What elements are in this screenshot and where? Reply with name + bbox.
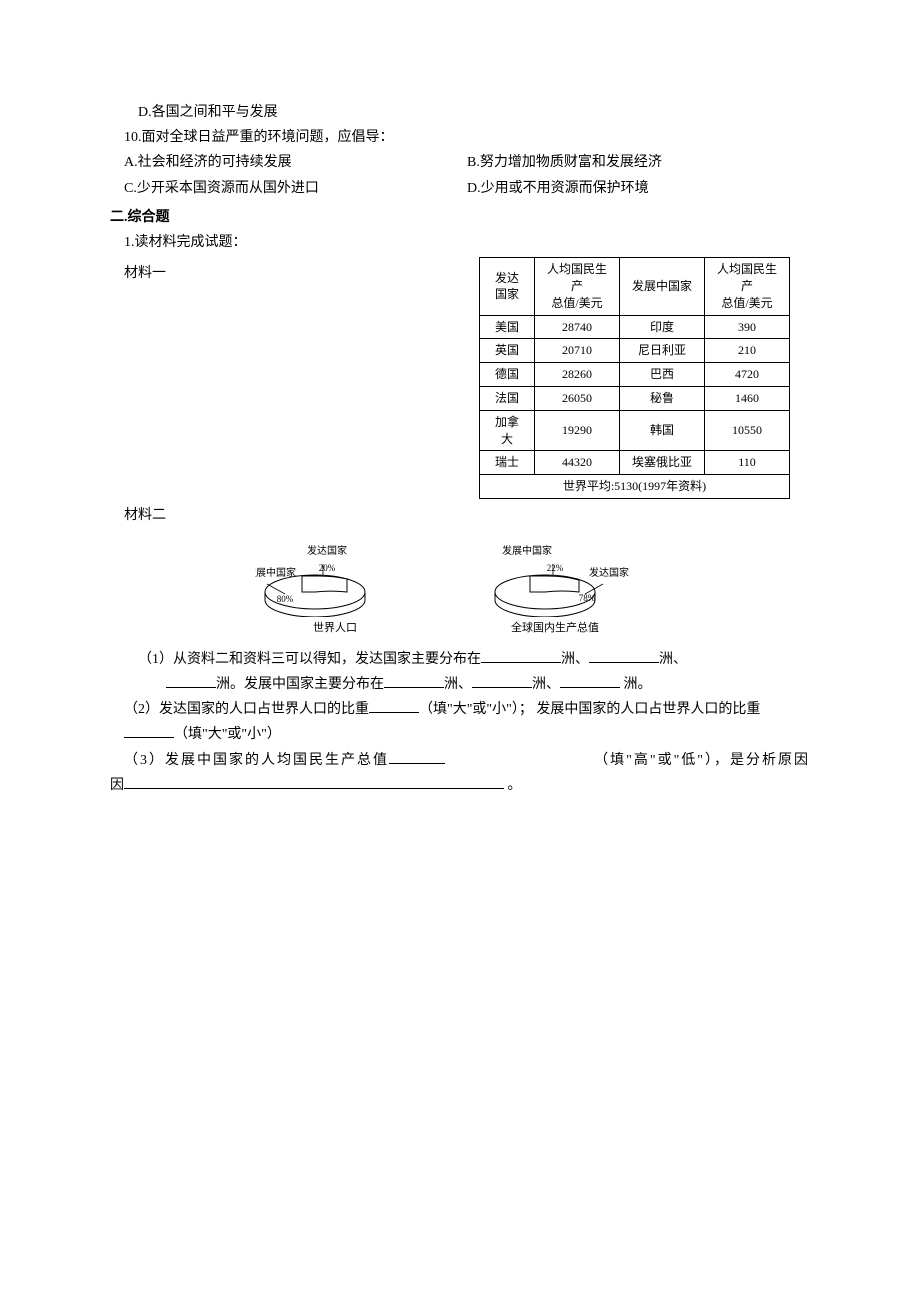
- cell-c1-1: 英国: [480, 339, 535, 363]
- pie1-svg: 发达国家 20% 发展中国家 80%: [255, 542, 415, 617]
- blank-5[interactable]: [472, 674, 532, 688]
- material2-label: 材料二: [110, 503, 810, 528]
- blank-8[interactable]: [124, 724, 174, 738]
- blank-6[interactable]: [560, 674, 620, 688]
- cell-c1-5: 瑞士: [480, 451, 535, 475]
- material1-content: 发达国家人均国民生产总值/美元发展中国家人均国民生产总值/美元美国28740印度…: [166, 257, 810, 499]
- q10-option-a: A.社会和经济的可持续发展: [124, 150, 467, 175]
- cell-c2-2: 巴西: [620, 363, 705, 387]
- cell-c2-3: 秘鲁: [620, 386, 705, 410]
- pie-row: 发达国家 20% 发展中国家 80% 世界人口 发展中国家 22% 发达国家 7…: [110, 542, 810, 639]
- pie1-top-pct: 20%: [319, 563, 336, 573]
- cell-v2-0: 390: [705, 315, 790, 339]
- th-developing: 发展中国家: [620, 258, 705, 315]
- pie2-right-pct: 78%: [579, 593, 596, 603]
- blank-10[interactable]: [124, 775, 504, 789]
- questions-block: （1）从资料二和资料三可以得知，发达国家主要分布在洲、洲、 洲。发展中国家主要分…: [110, 647, 810, 798]
- q10-option-d: D.少用或不用资源而保护环境: [467, 176, 810, 201]
- blank-3[interactable]: [166, 674, 216, 688]
- cell-v1-5: 44320: [535, 451, 620, 475]
- cell-v1-1: 20710: [535, 339, 620, 363]
- pie2-top-pct: 22%: [547, 563, 564, 573]
- q1-text-d: 洲。发展中国家主要分布在: [216, 677, 384, 692]
- q2-text-b: （填"大"或"小"）； 发展中国家的人口占世界人口的比重: [419, 702, 760, 717]
- q1-line1: （1）从资料二和资料三可以得知，发达国家主要分布在 洲、 洲、: [110, 647, 810, 672]
- blank-7[interactable]: [369, 699, 419, 713]
- pie2-right-label: 发达国家: [589, 566, 629, 579]
- cell-v2-1: 210: [705, 339, 790, 363]
- material1-row: 材料一 发达国家人均国民生产总值/美元发展中国家人均国民生产总值/美元美国287…: [110, 257, 810, 499]
- q1-text-a: （1）从资料二和资料三可以得知，发达国家主要分布在: [138, 652, 481, 667]
- pie1-left-label: 发展中国家: [255, 566, 296, 579]
- cell-c2-5: 埃塞俄比亚: [620, 451, 705, 475]
- th-developed: 发达国家: [480, 258, 535, 315]
- pie1-top-label: 发达国家: [307, 544, 347, 557]
- cell-v1-3: 26050: [535, 386, 620, 410]
- pie2-svg: 发展中国家 22% 发达国家 78%: [475, 542, 635, 617]
- cell-v2-3: 1460: [705, 386, 790, 410]
- q2-line: （2）发达国家的人口占世界人口的比重 （填"大"或"小"）； 发展中国家的人口占世…: [110, 697, 810, 747]
- section2-q1-stem: 1.读材料完成试题：: [110, 230, 810, 255]
- cell-c2-0: 印度: [620, 315, 705, 339]
- q10-stem: 10.面对全球日益严重的环境问题，应倡导：: [110, 125, 810, 150]
- q3-line1: （3）发展中国家的人均国民生产总值 （填"高"或"低"），是分析原因: [110, 748, 810, 773]
- cell-c1-0: 美国: [480, 315, 535, 339]
- cell-c1-3: 法国: [480, 386, 535, 410]
- q1-text-b: 洲、: [561, 652, 589, 667]
- pie2-item: 发展中国家 22% 发达国家 78% 全球国内生产总值: [475, 542, 635, 639]
- pie1-left-pct: 80%: [277, 594, 294, 604]
- cell-c2-4: 韩国: [620, 410, 705, 451]
- table-footer: 世界平均:5130(1997年资料): [480, 475, 790, 499]
- pie2-caption: 全球国内生产总值: [511, 619, 599, 639]
- gnp-table: 发达国家人均国民生产总值/美元发展中国家人均国民生产总值/美元美国28740印度…: [479, 257, 790, 499]
- section2-title: 二.综合题: [110, 205, 810, 230]
- table-row: 法国26050秘鲁1460: [480, 386, 790, 410]
- cell-v2-2: 4720: [705, 363, 790, 387]
- prior-question-option-d: D.各国之间和平与发展: [110, 100, 810, 125]
- cell-v1-0: 28740: [535, 315, 620, 339]
- table-row: 英国20710尼日利亚210: [480, 339, 790, 363]
- q10-option-c: C.少开采本国资源而从国外进口: [124, 176, 467, 201]
- table-row: 美国28740印度390: [480, 315, 790, 339]
- pie2-top-label: 发展中国家: [502, 544, 552, 557]
- cell-c2-1: 尼日利亚: [620, 339, 705, 363]
- th-gnp1: 人均国民生产总值/美元: [535, 258, 620, 315]
- cell-v1-2: 28260: [535, 363, 620, 387]
- q10-row-ab: A.社会和经济的可持续发展 B.努力增加物质财富和发展经济: [110, 150, 810, 175]
- table-row: 德国28260巴西4720: [480, 363, 790, 387]
- q1-text-f: 洲、: [532, 677, 560, 692]
- q1-text-c: 洲、: [659, 652, 687, 667]
- q3-line2: 因 。: [110, 773, 810, 798]
- q10-option-b: B.努力增加物质财富和发展经济: [467, 150, 810, 175]
- q1-line2: 洲。发展中国家主要分布在 洲、 洲、 洲。: [110, 672, 810, 697]
- pie1-caption: 世界人口: [313, 619, 357, 639]
- cell-c1-2: 德国: [480, 363, 535, 387]
- pie1-item: 发达国家 20% 发展中国家 80% 世界人口: [255, 542, 415, 639]
- q3-text-c: 。: [504, 778, 522, 793]
- blank-9[interactable]: [389, 750, 445, 764]
- blank-4[interactable]: [384, 674, 444, 688]
- table-row: 瑞士44320埃塞俄比亚110: [480, 451, 790, 475]
- blank-1[interactable]: [481, 649, 561, 663]
- table-row: 加拿大19290韩国10550: [480, 410, 790, 451]
- material1-label: 材料一: [110, 257, 166, 286]
- q2-text-c: （填"大"或"小"）: [174, 727, 281, 742]
- cell-v1-4: 19290: [535, 410, 620, 451]
- cell-c1-4: 加拿大: [480, 410, 535, 451]
- blank-2[interactable]: [589, 649, 659, 663]
- cell-v2-4: 10550: [705, 410, 790, 451]
- q2-text-a: （2）发达国家的人口占世界人口的比重: [124, 702, 369, 717]
- q3-text-a: （3）发展中国家的人均国民生产总值: [124, 753, 389, 768]
- q1-text-e: 洲、: [444, 677, 472, 692]
- q1-text-g: 洲。: [620, 677, 652, 692]
- q3-text-b: （填"高"或"低"），是分析原因: [594, 748, 810, 773]
- cell-v2-5: 110: [705, 451, 790, 475]
- th-gnp2: 人均国民生产总值/美元: [705, 258, 790, 315]
- q10-row-cd: C.少开采本国资源而从国外进口 D.少用或不用资源而保护环境: [110, 176, 810, 201]
